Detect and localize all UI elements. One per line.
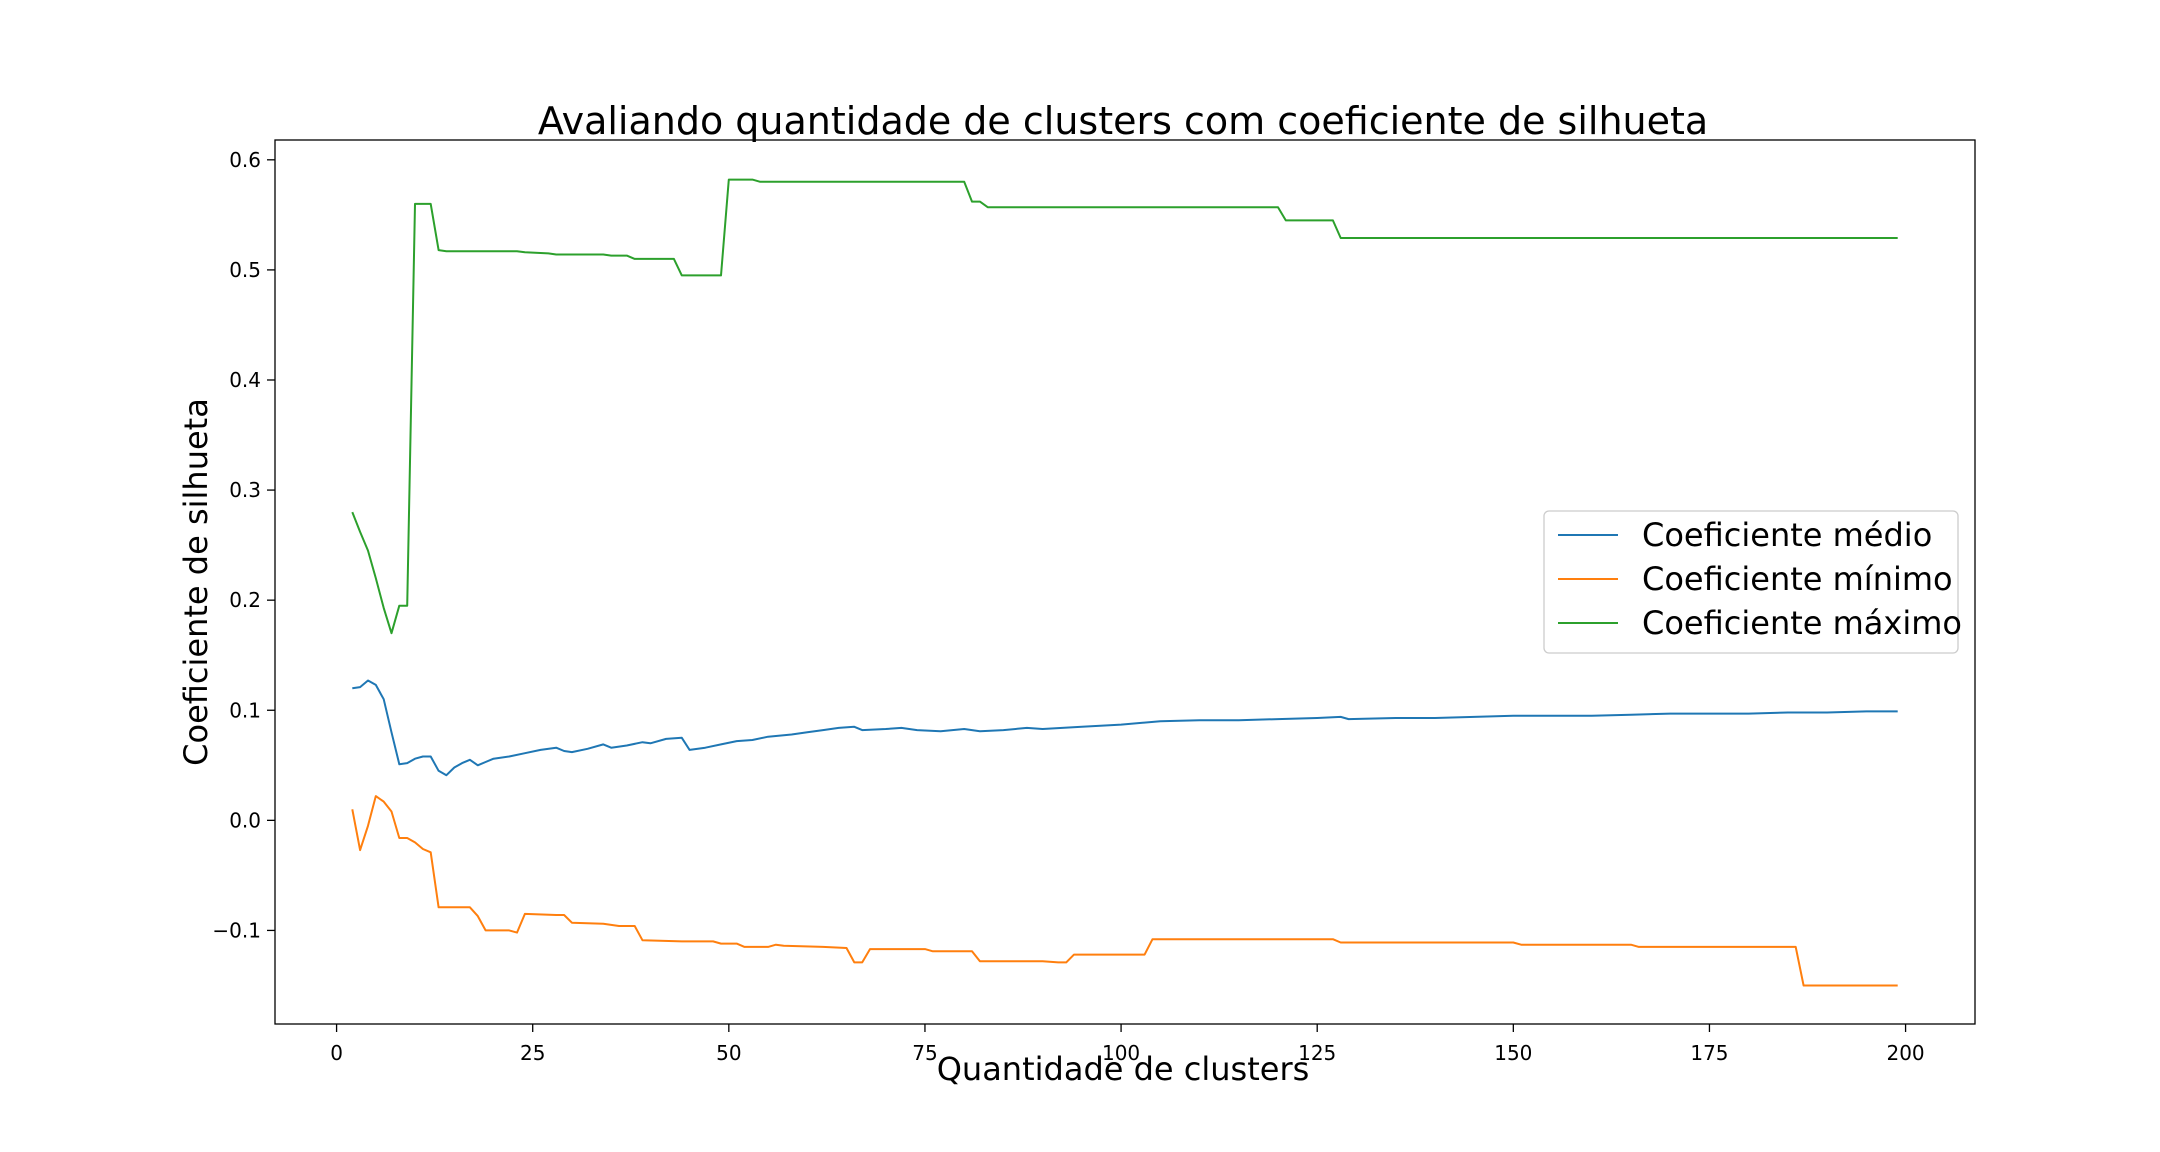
legend-label: Coeficiente mínimo <box>1642 560 1953 598</box>
series-line-3 <box>351 178 1898 635</box>
y-tick-label: 0.5 <box>229 258 261 282</box>
x-tick-label: 75 <box>912 1041 937 1065</box>
legend-items: Coeficiente médio Coeficiente mínimo Coefi… <box>1558 516 1962 642</box>
x-tick-label: 0 <box>330 1041 343 1065</box>
legend-frame <box>1543 510 1959 654</box>
x-tick-label: 175 <box>1690 1041 1728 1065</box>
y-tick-label: 0.1 <box>229 698 261 722</box>
y-tick-label: −0.1 <box>212 918 261 942</box>
x-axis: 0 25 50 75 100 125 150 175 200 <box>330 1024 1925 1065</box>
y-tick-label: 0.4 <box>229 368 261 392</box>
legend-label: Coeficiente máximo <box>1642 604 1962 642</box>
legend-label: Coeficiente médio <box>1642 516 1932 554</box>
legend: Coeficiente médio Coeficiente mínimo Coefi… <box>1543 510 1962 654</box>
plot-area: 0 25 50 75 100 125 150 175 200 −0.1 0.0 0.1 0.2 0.3 0… <box>212 139 1976 1065</box>
x-tick-label: 25 <box>520 1041 545 1065</box>
y-tick-label: 0.0 <box>229 808 261 832</box>
y-tick-label: 0.6 <box>229 148 261 172</box>
y-axis: −0.1 0.0 0.1 0.2 0.3 0.4 0.5 0.6 <box>212 148 275 942</box>
plot-frame <box>274 139 1976 1025</box>
x-axis-title: Quantidade de clusters <box>937 1050 1310 1088</box>
series-lines <box>351 178 1898 987</box>
y-axis-title: Coeficiente de silhueta <box>177 398 215 766</box>
x-tick-label: 150 <box>1494 1041 1532 1065</box>
x-tick-label: 125 <box>1298 1041 1336 1065</box>
chart-title: Avaliando quantidade de clusters com coe… <box>538 99 1708 143</box>
x-tick-label: 100 <box>1102 1041 1140 1065</box>
x-tick-label: 200 <box>1886 1041 1924 1065</box>
y-tick-label: 0.3 <box>229 478 261 502</box>
series-line-2 <box>351 795 1898 987</box>
y-tick-label: 0.2 <box>229 588 261 612</box>
series-line-1 <box>352 679 1898 777</box>
x-tick-label: 50 <box>716 1041 741 1065</box>
